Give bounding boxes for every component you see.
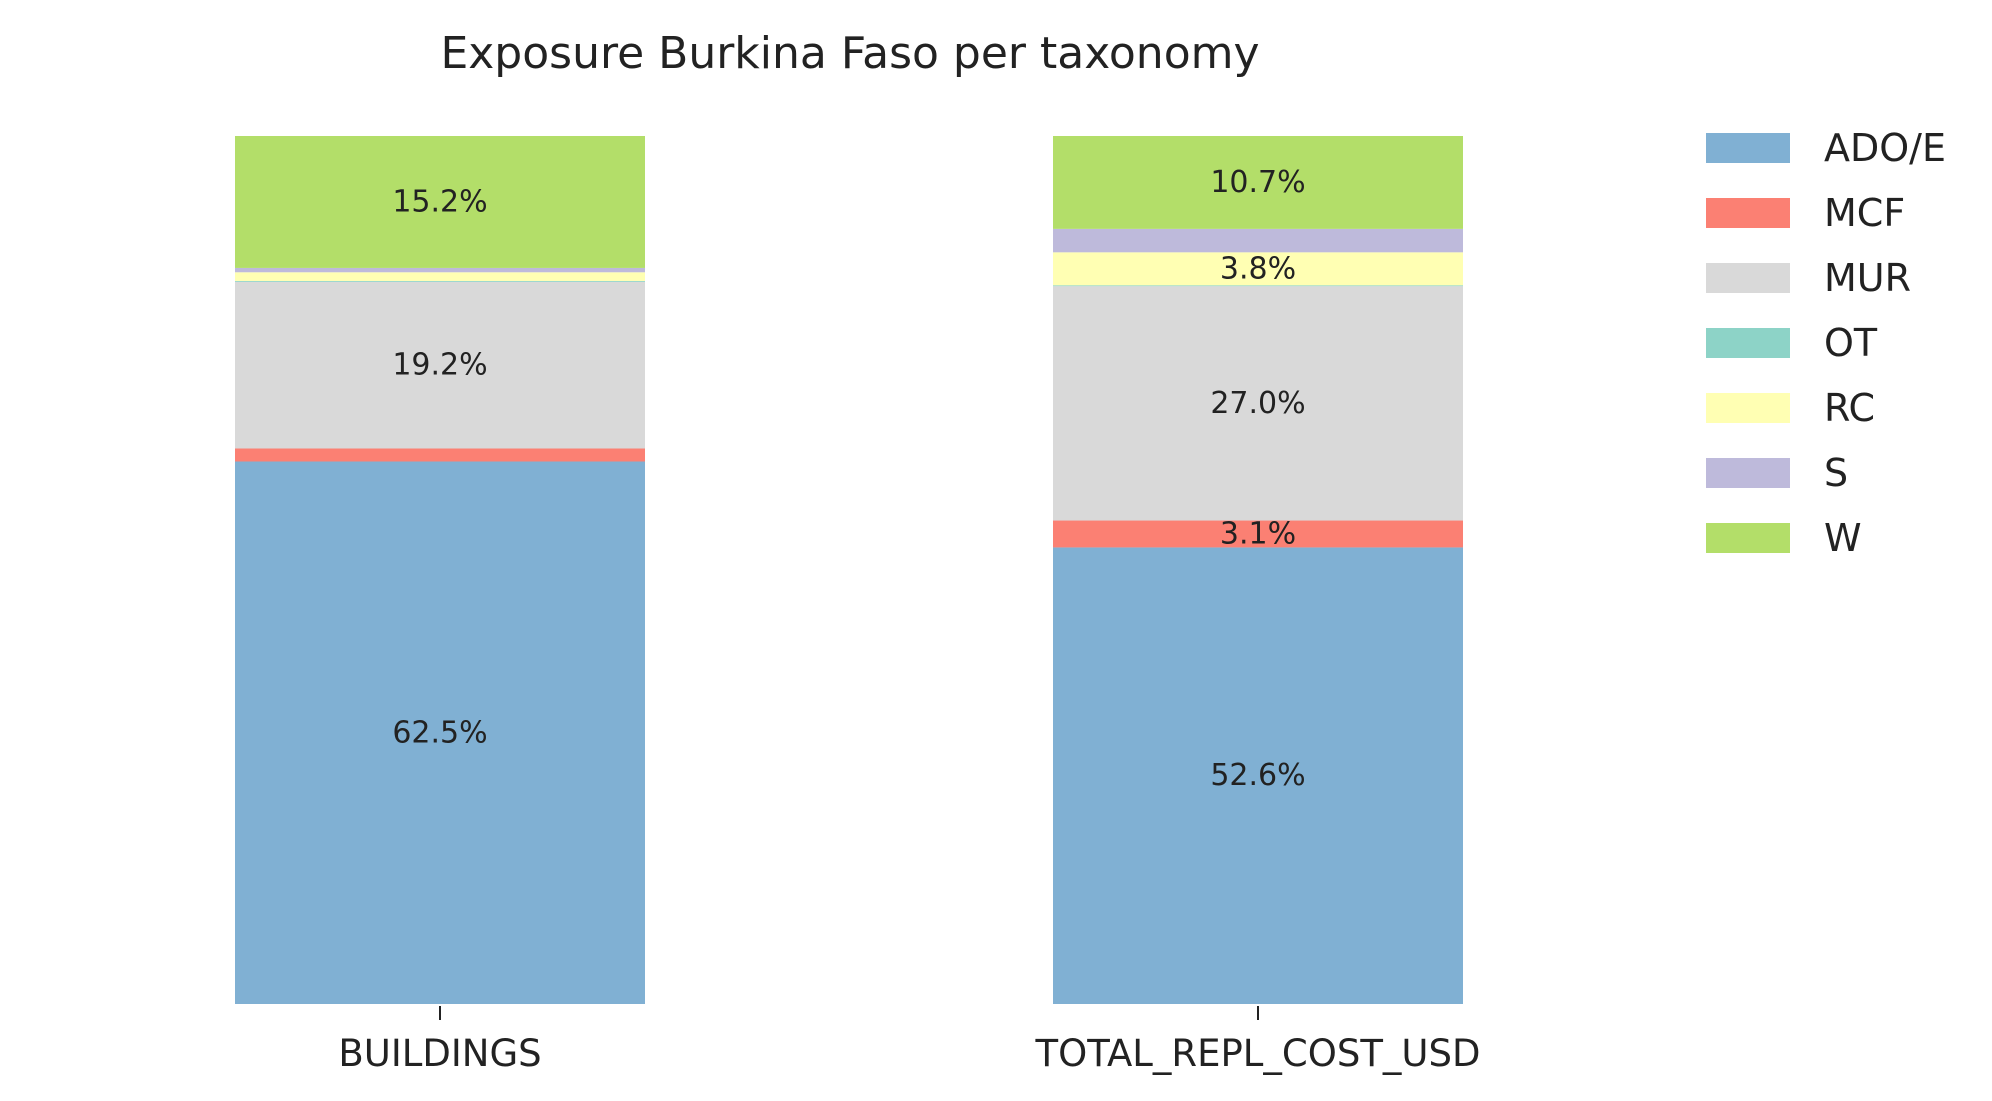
data-label-rc-total-repl-cost-usd: 3.8% [1220, 251, 1296, 286]
bar-segment-mur-buildings [235, 281, 645, 449]
legend-swatch-ot [1706, 328, 1790, 358]
legend-label-mur: MUR [1824, 256, 1911, 300]
bar-segment-s-buildings [235, 267, 645, 273]
bar-segment-ot-total-repl-cost-usd [1053, 285, 1463, 287]
legend-label-ado-e: ADO/E [1824, 126, 1946, 170]
legend-swatch-ado-e [1706, 133, 1790, 163]
legend-swatch-mur [1706, 263, 1790, 293]
legend-label-s: S [1824, 451, 1848, 495]
bar-segment-rc-buildings [235, 272, 645, 281]
data-label-ado-e-total-repl-cost-usd: 52.6% [1210, 758, 1305, 793]
data-label-ado-e-buildings: 62.5% [392, 715, 487, 750]
data-label-mur-buildings: 19.2% [392, 348, 487, 383]
data-label-mur-total-repl-cost-usd: 27.0% [1210, 386, 1305, 421]
data-label-w-buildings: 15.2% [392, 184, 487, 219]
legend-label-rc: RC [1824, 386, 1875, 430]
bar-segment-ado-e-buildings [235, 461, 645, 1004]
legend-label-mcf: MCF [1824, 191, 1905, 235]
x-axis: BUILDINGS TOTAL_REPL_COST_USD [338, 1006, 1481, 1075]
legend-label-ot: OT [1824, 321, 1878, 365]
data-label-w-total-repl-cost-usd: 10.7% [1210, 165, 1305, 200]
legend-swatch-w [1706, 523, 1790, 553]
chart-title: Exposure Burkina Faso per taxonomy [440, 28, 1259, 79]
bars-group: 62.5% 19.2% 15.2% 52.6% 3.1% 27.0% 3.8% 10.7% [235, 136, 1463, 1004]
bar-segment-ado-e-total-repl-cost-usd [1053, 547, 1463, 1004]
legend-label-w: W [1824, 516, 1862, 560]
bar-segment-mcf-total-repl-cost-usd [1053, 520, 1463, 548]
x-tick-label-total-repl-cost-usd: TOTAL_REPL_COST_USD [1035, 1032, 1481, 1075]
legend-swatch-mcf [1706, 198, 1790, 228]
bar-segment-s-total-repl-cost-usd [1053, 228, 1463, 253]
legend-swatch-rc [1706, 393, 1790, 423]
data-label-mcf-total-repl-cost-usd: 3.1% [1220, 516, 1296, 551]
bar-segment-mur-total-repl-cost-usd [1053, 286, 1463, 521]
bar-segment-w-total-repl-cost-usd [1053, 136, 1463, 229]
bar-segment-ot-buildings [235, 280, 645, 282]
legend-swatch-s [1706, 458, 1790, 488]
x-tick-label-buildings: BUILDINGS [338, 1032, 541, 1075]
bar-segment-mcf-buildings [235, 448, 645, 462]
bar-segment-rc-total-repl-cost-usd [1053, 252, 1463, 286]
legend: ADO/E MCF MUR OT RC SW [1706, 126, 1946, 560]
bar-segment-w-buildings [235, 136, 645, 268]
